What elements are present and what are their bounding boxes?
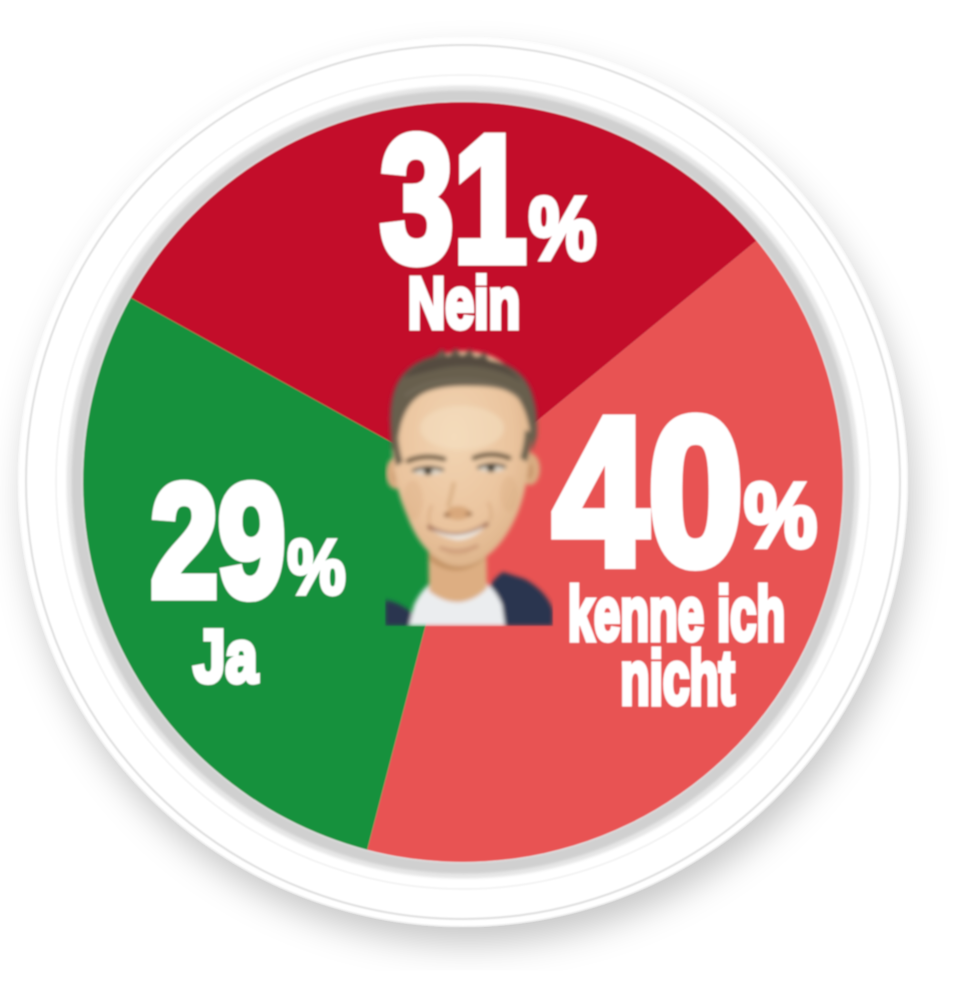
svg-text:%: % [529,181,596,279]
svg-text:40: 40 [553,374,744,608]
svg-text:29: 29 [151,453,286,631]
svg-text:kenne ich: kenne ich [568,573,785,657]
svg-text:%: % [744,465,817,567]
svg-text:nicht: nicht [620,637,734,721]
svg-text:Nein: Nein [408,264,520,344]
svg-text:%: % [287,525,345,612]
svg-text:31: 31 [380,99,527,300]
svg-text:Ja: Ja [193,616,258,699]
